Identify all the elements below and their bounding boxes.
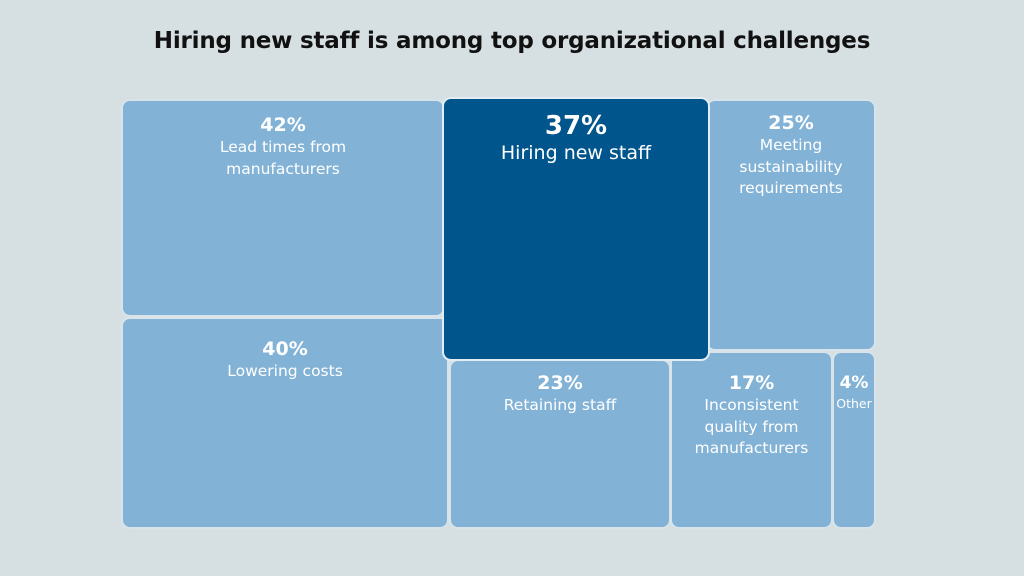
tile-value-label: 25% [768, 112, 814, 134]
tile-value-label: 40% [262, 338, 308, 360]
treemap-tile: 42% Lead times from manufacturers [121, 99, 445, 317]
tile-category-label: Hiring new staff [500, 142, 652, 164]
tile-category-label: Inconsistent quality from manufacturers [694, 396, 809, 457]
tile-category-label: Retaining staff [503, 396, 617, 414]
tile-category-label: Lead times from manufacturers [219, 138, 347, 178]
tile-value-label: 37% [544, 111, 608, 141]
tile-category-label: Lowering costs [227, 362, 343, 380]
tile-category-label: Other [836, 396, 872, 411]
tile-value-label: 23% [537, 372, 583, 394]
chart-title: Hiring new staff is among top organizati… [153, 28, 871, 54]
tile-value-label: 4% [839, 373, 869, 393]
tile-value-label: 17% [728, 372, 775, 394]
treemap-tile: 37% Hiring new staff [442, 97, 710, 361]
tile-value-label: 42% [260, 114, 306, 136]
treemap-tile: 25% Meeting sustainability requirements [706, 99, 876, 351]
treemap-tile: 40% Lowering costs [121, 317, 449, 529]
treemap-tile: 17% Inconsistent quality from manufacture… [670, 351, 833, 529]
treemap-tile: 4% Other [832, 351, 876, 529]
tile-category-label: Meeting sustainability requirements [739, 136, 843, 197]
treemap-tile: 23% Retaining staff [449, 359, 671, 529]
